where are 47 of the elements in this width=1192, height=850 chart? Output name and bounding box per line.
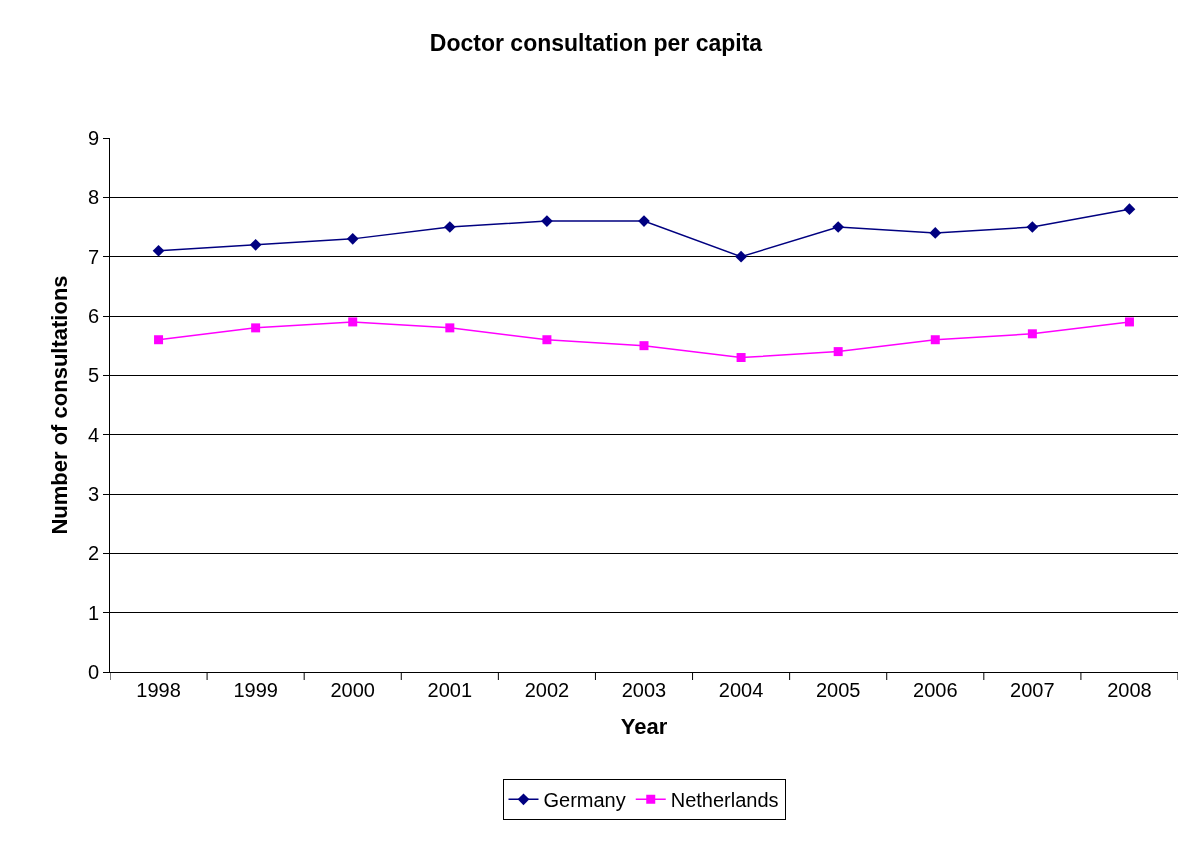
y-tick-label: 7 — [87, 245, 99, 268]
point — [542, 335, 552, 345]
point — [736, 353, 746, 363]
x-tick-label: 1998 — [136, 679, 181, 701]
y-tick-label: 6 — [87, 305, 99, 327]
point — [346, 233, 359, 245]
point — [251, 323, 261, 333]
x-tick-label: 2008 — [1107, 679, 1152, 701]
x-tick-label: 2001 — [427, 679, 473, 701]
y-tick-label: 9 — [87, 127, 99, 149]
chart-title: Doctor consultation per capita — [429, 29, 763, 56]
y-tick-label: 8 — [87, 186, 99, 209]
legend-label: Netherlands — [670, 789, 779, 812]
x-tick-label: 2006 — [913, 679, 958, 701]
x-tick-label: 2002 — [524, 679, 570, 701]
x-tick-label: 2000 — [330, 679, 375, 701]
point — [1123, 203, 1136, 216]
y-tick-label: 3 — [87, 483, 99, 505]
point — [1026, 221, 1039, 233]
point — [154, 335, 164, 345]
x-tick-label: 2007 — [1010, 679, 1055, 701]
y-axis-title: Number of consultations — [46, 275, 72, 535]
x-tick-label: 2005 — [815, 679, 861, 701]
point — [929, 227, 942, 239]
point — [1124, 317, 1134, 327]
x-tick-label: 2004 — [718, 679, 764, 701]
point — [152, 244, 165, 257]
point — [348, 317, 358, 327]
y-tick-label: 4 — [87, 423, 99, 446]
x-tick-label: 1999 — [233, 679, 278, 701]
point — [930, 335, 940, 345]
point — [639, 341, 649, 351]
point — [443, 221, 456, 233]
y-tick-label: 2 — [87, 542, 99, 565]
x-tick-label: 2003 — [621, 679, 667, 701]
point — [735, 250, 747, 263]
point — [1027, 329, 1037, 339]
y-tick-label: 0 — [87, 661, 99, 683]
legend-label: Germany — [543, 789, 626, 812]
point — [832, 221, 845, 233]
point — [249, 238, 262, 251]
y-tick-label: 5 — [87, 364, 99, 387]
point — [833, 347, 843, 357]
x-axis-title: Year — [620, 713, 668, 739]
y-tick-label: 1 — [87, 601, 99, 624]
point — [541, 215, 553, 227]
point — [445, 323, 455, 333]
